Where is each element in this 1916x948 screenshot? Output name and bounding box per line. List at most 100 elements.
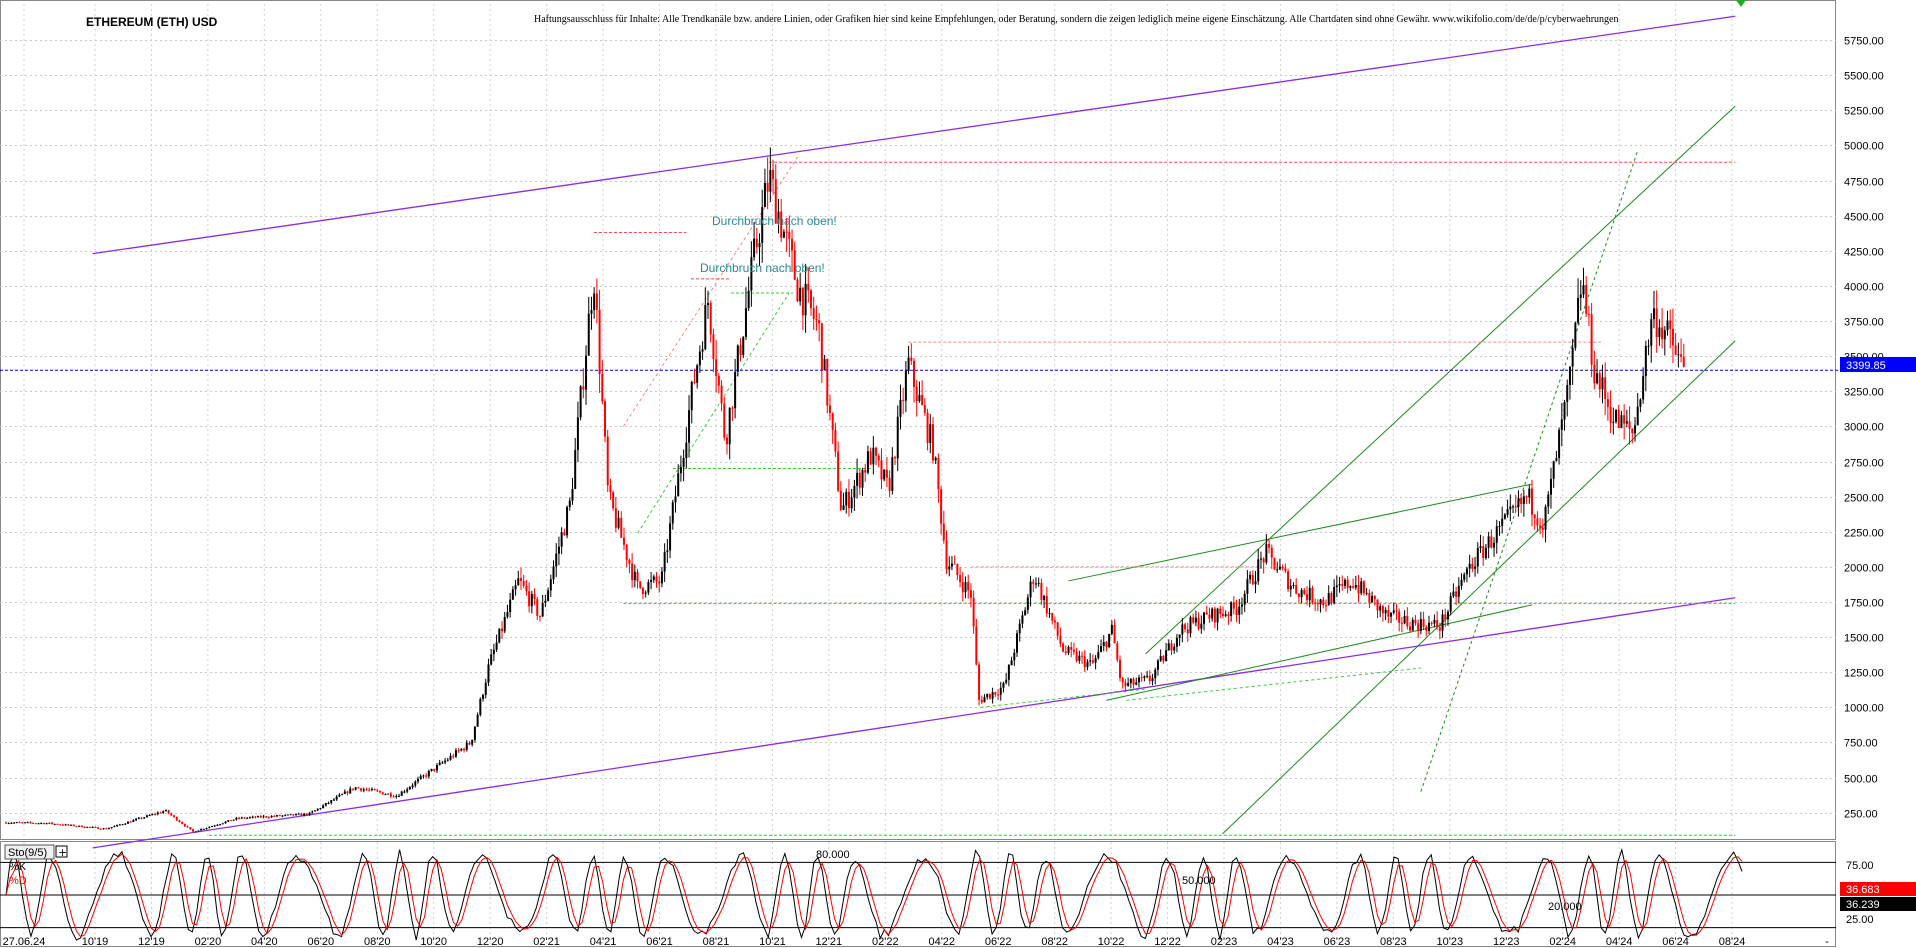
candle-body (910, 357, 913, 361)
candle-body (1498, 525, 1501, 527)
candle-body (1319, 599, 1322, 605)
candle-body (1249, 574, 1252, 580)
candle-body (1110, 624, 1113, 634)
candle-body (1102, 642, 1105, 647)
candle-body (1156, 660, 1159, 670)
candle-body (522, 580, 525, 586)
candle-body (1530, 488, 1533, 515)
candle-body (1582, 285, 1585, 295)
candle-body (885, 469, 888, 478)
candle-body (1677, 354, 1680, 356)
candle-body (696, 365, 699, 383)
candle-body (685, 442, 688, 459)
candle-body (715, 359, 718, 376)
candle-body (875, 447, 878, 456)
candle-body (72, 824, 75, 827)
candle-body (116, 824, 119, 827)
candle-body (1029, 581, 1032, 598)
x-tick-label: 04'21 (590, 936, 617, 948)
candle-body (232, 819, 235, 821)
candle-body (1113, 624, 1116, 644)
x-tick-label: 08'20 (364, 936, 391, 948)
candle-body (1338, 584, 1341, 586)
candle-body (788, 231, 791, 239)
candle-body (1598, 373, 1601, 390)
candle-body (110, 827, 113, 829)
candle-body (200, 829, 203, 831)
candle-body (614, 508, 617, 528)
x-tick-label: 04'24 (1606, 936, 1633, 948)
candle-body (845, 491, 848, 506)
candle-body (289, 814, 292, 816)
candle-body (1053, 620, 1056, 623)
candle-body (1357, 584, 1360, 594)
candle-body (1072, 649, 1075, 652)
candle-body (555, 553, 558, 567)
candle-body (557, 546, 560, 554)
candle-body (1680, 354, 1683, 357)
candle-body (988, 693, 991, 699)
candle-body (1449, 596, 1452, 612)
x-tick-label: 04'22 (928, 936, 955, 948)
candle-body (452, 755, 455, 757)
x-tick-label: 10'23 (1437, 936, 1464, 948)
candle-body (856, 472, 859, 486)
candle-body (1146, 675, 1149, 677)
candle-body (864, 469, 867, 473)
candle-body (1075, 651, 1078, 661)
candle-body (839, 490, 842, 510)
candle-body (80, 825, 83, 828)
candle-body (1398, 611, 1401, 623)
candle-body (530, 593, 533, 607)
y-tick-label: 1750.00 (1844, 598, 1884, 610)
trend-upper-green (1145, 105, 1736, 655)
candle-body (335, 796, 338, 800)
candle-body (1040, 582, 1043, 600)
candle-body (579, 386, 582, 418)
candle-body (45, 823, 48, 825)
candle-body (671, 502, 674, 524)
stoch-expand-button[interactable] (55, 845, 68, 858)
candle-body (1506, 509, 1509, 515)
candle-body (1243, 593, 1246, 605)
candle-body (541, 603, 544, 617)
stoch-k-label: %K (9, 861, 27, 873)
candle-body (438, 762, 441, 765)
candle-body (576, 417, 579, 450)
candle-body (349, 788, 352, 794)
disclaimer-text: Haftungsausschluss für Inhalte: Alle Tre… (534, 14, 1619, 25)
candle-body (774, 179, 777, 224)
candle-body (913, 360, 916, 387)
trend-lower-green (1222, 340, 1736, 835)
candle-body (858, 472, 861, 488)
candle-body (574, 449, 577, 489)
candle-body (490, 654, 493, 665)
candle-body (701, 349, 704, 352)
candle-body (32, 822, 35, 824)
y-tick-label: 3250.00 (1844, 387, 1884, 399)
candle-body (693, 381, 696, 383)
candle-body (1352, 586, 1355, 588)
candle-body (26, 822, 29, 824)
candle-body (376, 790, 379, 792)
candle-body (1633, 425, 1636, 434)
candle-body (140, 817, 143, 819)
candle-body (425, 775, 428, 777)
candle-body (1354, 584, 1357, 588)
candle-body (891, 457, 894, 491)
candle-body (666, 550, 669, 553)
candle-body (1544, 506, 1547, 530)
candle-body (416, 778, 419, 782)
candle-body (1330, 593, 1333, 604)
candle-body (834, 429, 837, 452)
candle-body (533, 593, 536, 600)
candle-body (1381, 606, 1384, 614)
candle-body (1463, 574, 1466, 580)
candle-body (1430, 622, 1433, 624)
candle-body (1235, 608, 1238, 615)
candle-body (162, 811, 165, 813)
candle-body (1021, 615, 1024, 624)
candle-body (159, 812, 162, 814)
candle-body (904, 370, 907, 401)
x-tick-label: 06'23 (1324, 936, 1351, 948)
